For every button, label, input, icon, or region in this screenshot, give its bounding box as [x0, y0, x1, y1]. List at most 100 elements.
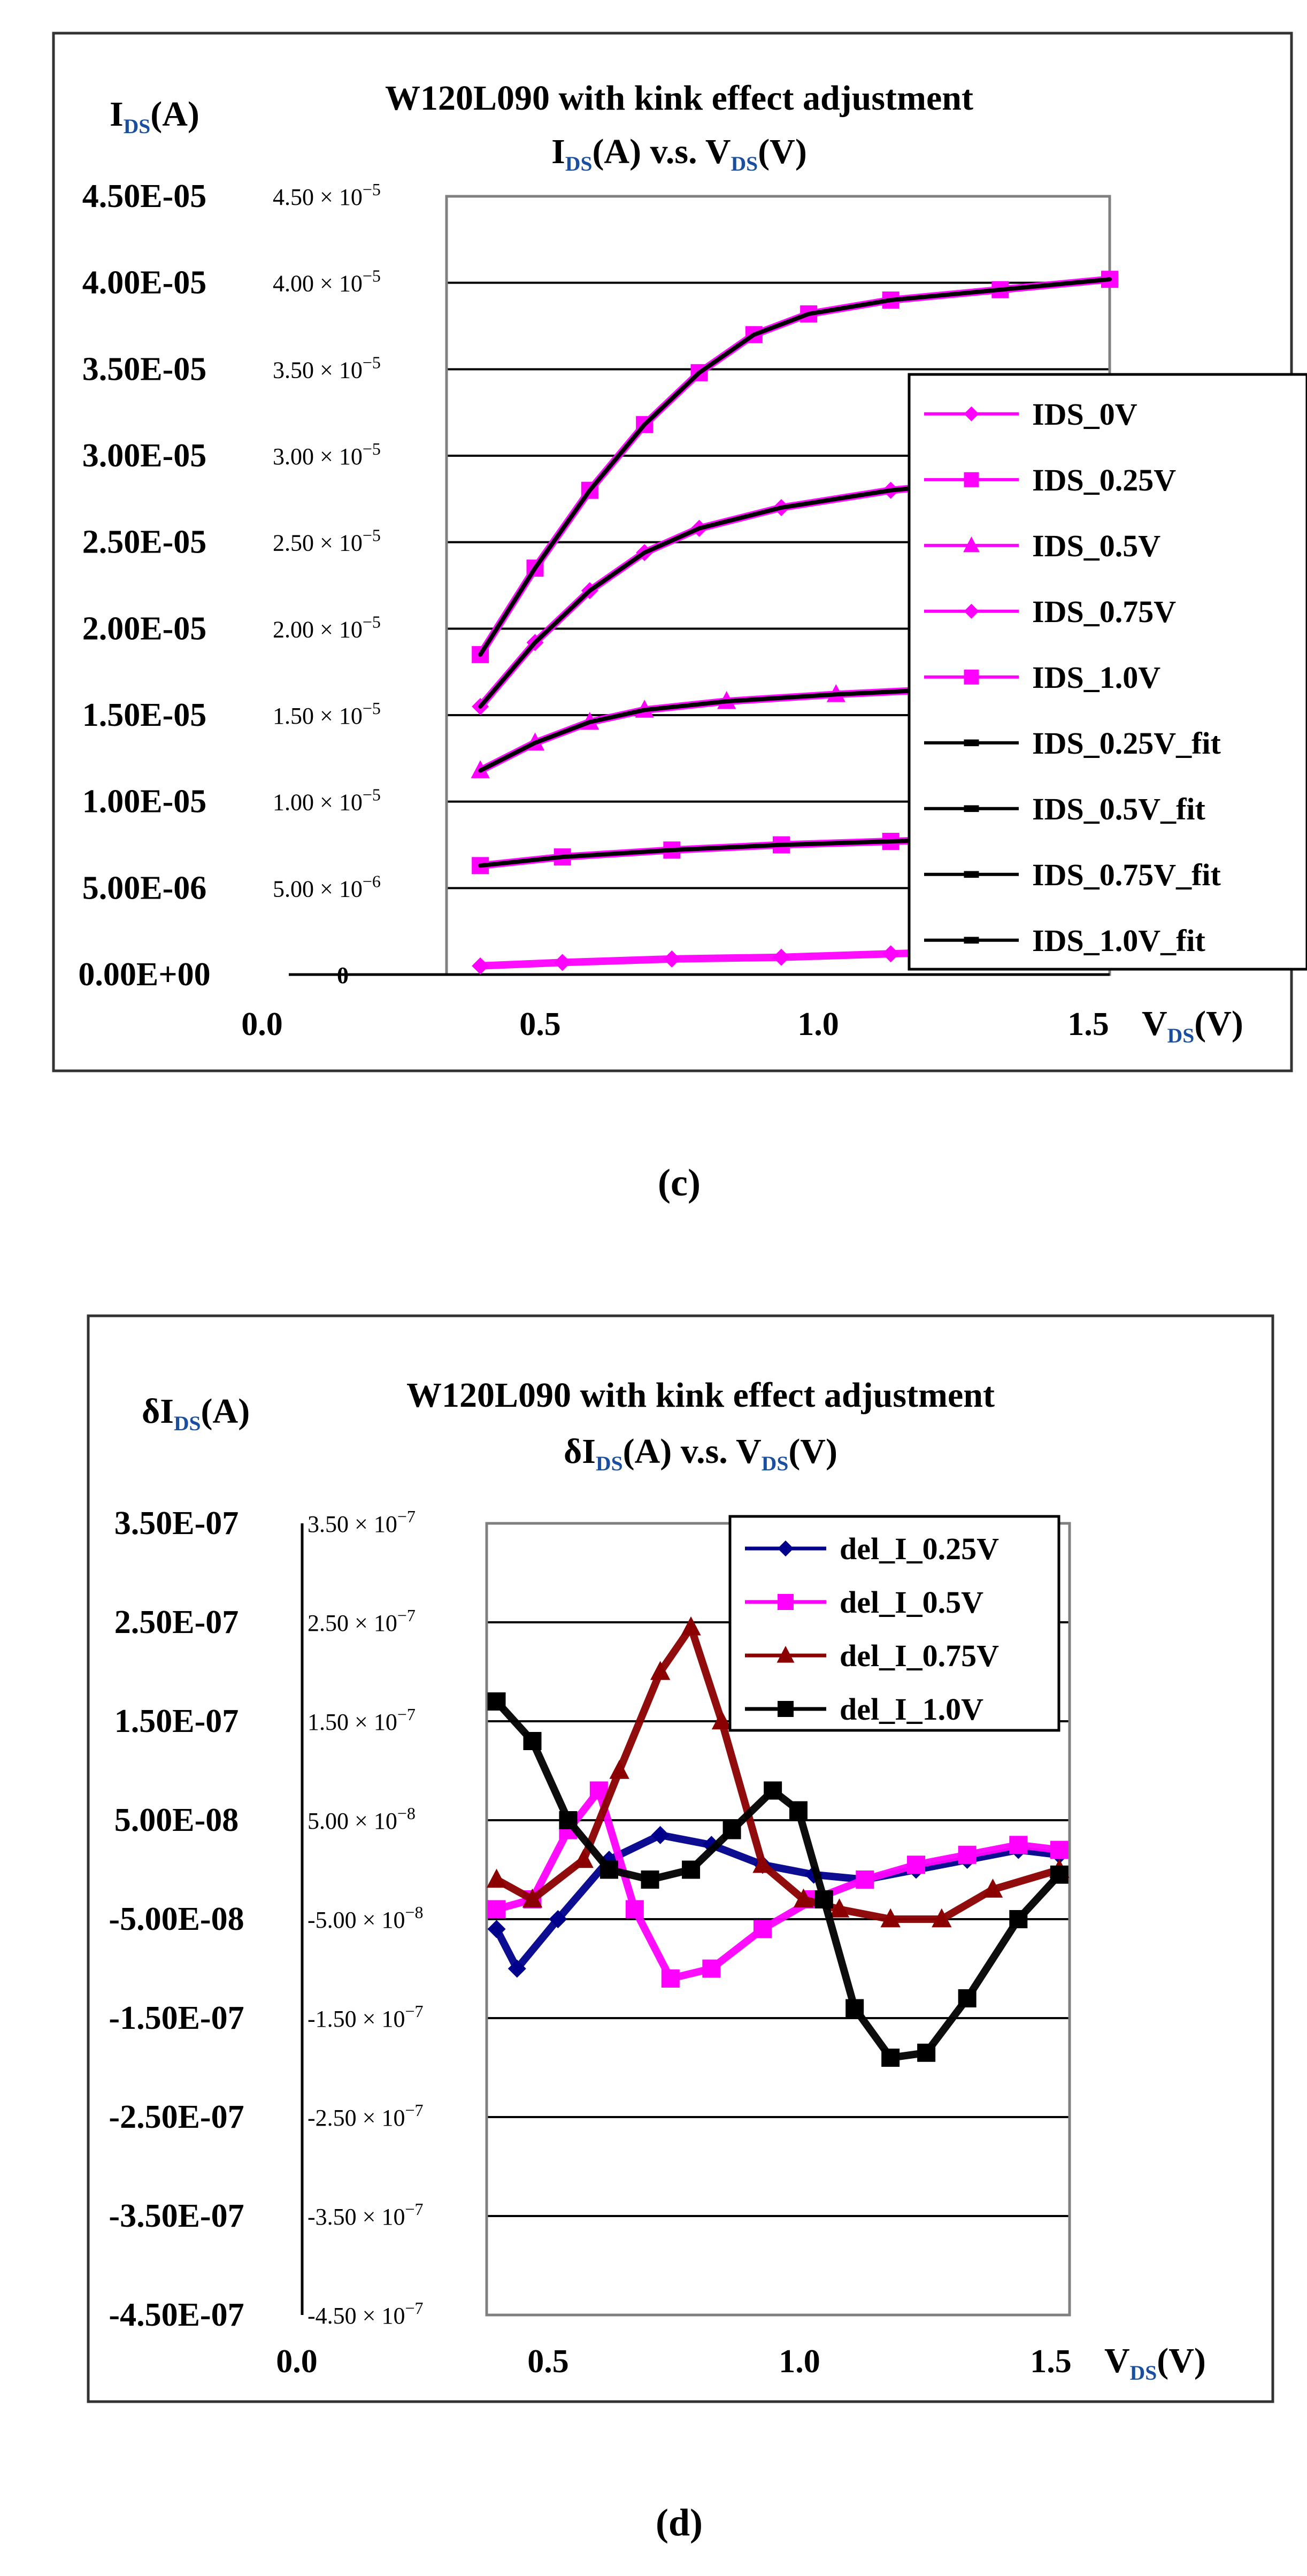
data-point — [754, 1920, 772, 1938]
data-point — [814, 1890, 833, 1908]
data-point — [663, 950, 681, 968]
y-tick-label: 2.50E-05 — [82, 524, 207, 561]
y-tick-label: 5.00E-08 — [114, 1802, 239, 1838]
data-point — [880, 1908, 901, 1928]
data-point — [702, 1959, 721, 1978]
inner-y-tick-label: 2.50 × 10−7 — [307, 1606, 416, 1636]
x-tick-labels: 0.0 0.5 1.0 1.5 — [241, 1006, 1109, 1042]
x-axis-label: VDS(V) — [1142, 1004, 1243, 1047]
inner-y-tick-label: 5.00 × 10−6 — [273, 871, 381, 902]
y-tick-label: 3.00E-05 — [82, 438, 207, 474]
data-point — [508, 1959, 526, 1978]
chart-panel-d: 0.0 0.5 1.0 1.5 3.50E-07 2.50E-07 1.50E-07 5.0… — [87, 1314, 1274, 2544]
y-tick-label: -2.50E-07 — [109, 2099, 244, 2135]
x-tick-label: 0.5 — [519, 1006, 561, 1042]
data-point — [793, 1888, 814, 1908]
legend-marker — [964, 603, 979, 619]
legend-marker — [778, 1594, 794, 1610]
inner-y-tick-label: 3.50 × 10−5 — [273, 352, 381, 383]
legend: del_I_0.25V del_I_0.5V del_I_0.75V del_I_1.… — [728, 1515, 1060, 1732]
data-point — [958, 1989, 977, 2007]
data-point — [917, 2043, 936, 2062]
inner-y-tick-label: 5.00 × 10−8 — [307, 1804, 416, 1834]
legend-marker — [963, 536, 980, 553]
data-point — [609, 1760, 629, 1779]
legend-label: IDS_1.0V_fit — [1032, 923, 1206, 958]
data-point — [1009, 1836, 1028, 1854]
legend-marker — [964, 406, 979, 421]
data-point — [681, 1616, 701, 1636]
inner-y-tick-label: -4.50 × 10−7 — [307, 2298, 424, 2329]
y-tick-label: 4.00E-05 — [82, 265, 207, 301]
data-point — [1009, 1910, 1028, 1928]
y-tick-label: 1.50E-07 — [114, 1703, 239, 1739]
inner-y-tick-label: -5.00 × 10−8 — [307, 1903, 424, 1933]
y-tick-label: 1.00E-05 — [82, 784, 207, 820]
data-point — [487, 1692, 506, 1711]
legend-label: IDS_0.75V — [1032, 594, 1176, 629]
legend: IDS_0V IDS_0.25V IDS_0.5V IDS_0.75V IDS_1.0V… — [908, 373, 1307, 971]
legend-marker — [776, 1646, 795, 1663]
inner-y-tick-label: 1.00 × 10−5 — [273, 785, 381, 816]
x-tick-labels: 0.0 0.5 1.0 1.5 — [276, 2343, 1072, 2380]
x-axis-label: VDS(V) — [1104, 2341, 1206, 2385]
x-tick-label: 1.0 — [779, 2343, 820, 2380]
inner-y-tick-label: 4.00 × 10−5 — [273, 266, 381, 297]
series-line — [493, 1698, 1063, 2061]
data-point — [1050, 1841, 1068, 1859]
inner-y-tick-label: -1.50 × 10−7 — [307, 2002, 424, 2032]
data-point — [487, 1920, 506, 1938]
x-tick-label: 0.0 — [241, 1006, 283, 1042]
outer-y-tick-labels: 3.50E-07 2.50E-07 1.50E-07 5.00E-08 -5.00E-0… — [109, 1505, 244, 2333]
legend-marker — [964, 739, 979, 747]
legend-label: del_I_0.75V — [840, 1638, 999, 1673]
outer-y-tick-labels: 4.50E-05 4.00E-05 3.50E-05 3.00E-05 2.50E-05… — [78, 178, 210, 993]
inner-y-tick-label: 1.50 × 10−5 — [273, 699, 381, 729]
y-tick-label: 4.50E-05 — [82, 178, 207, 214]
legend-label: IDS_0.5V_fit — [1032, 792, 1206, 826]
inner-y-tick-label: -2.50 × 10−7 — [307, 2100, 424, 2131]
legend-label: IDS_0.25V_fit — [1032, 726, 1221, 761]
data-point — [522, 1888, 543, 1908]
data-point — [907, 1856, 925, 1874]
panel-caption: (d) — [656, 2501, 703, 2544]
chart-subtitle: IDS(A) v.s. VDS(V) — [551, 132, 807, 175]
data-point — [773, 948, 790, 966]
data-point — [856, 1870, 874, 1889]
legend-label: del_I_0.5V — [840, 1585, 983, 1620]
x-tick-label: 1.5 — [1067, 1006, 1109, 1042]
data-point — [958, 1845, 977, 1864]
data-point — [682, 1860, 701, 1879]
y-tick-label: 3.50E-07 — [114, 1505, 239, 1542]
x-tick-label: 1.5 — [1030, 2343, 1072, 2380]
inner-y-tick-label: 0 — [337, 962, 349, 988]
data-point — [881, 2049, 900, 2067]
data-point — [625, 1900, 644, 1919]
legend-marker — [964, 669, 979, 685]
panel-caption: (c) — [658, 1161, 701, 1204]
legend-marker — [964, 937, 979, 944]
data-point — [752, 1853, 773, 1873]
data-point — [764, 1781, 782, 1800]
data-point — [472, 957, 489, 975]
legend-marker — [964, 871, 979, 878]
legend-marker — [778, 1701, 794, 1717]
x-tick-label: 0.0 — [276, 2343, 318, 2380]
legend-marker — [964, 805, 979, 812]
y-axis-label: δIDS(A) — [142, 1392, 250, 1435]
inner-y-tick-label: 4.50 × 10−5 — [273, 180, 381, 210]
series-group — [486, 1616, 1070, 2067]
inner-y-tick-label: 3.00 × 10−5 — [273, 439, 381, 470]
chart-panel-c: 0.0 0.5 1.0 1.5 4.50E-05 4.00E-05 3.50E-05 3.0… — [52, 32, 1307, 1204]
inner-y-tick-label: -3.50 × 10−7 — [307, 2199, 424, 2230]
y-tick-label: -4.50E-07 — [109, 2297, 244, 2333]
chart-title: W120L090 with kink effect adjustment — [406, 1376, 995, 1415]
chart-frame — [87, 1314, 1274, 2403]
y-tick-label: 2.50E-07 — [114, 1604, 239, 1640]
data-point — [650, 1661, 671, 1680]
data-point — [523, 1732, 542, 1750]
chart-title: W120L090 with kink effect adjustment — [385, 79, 973, 118]
inner-y-tick-labels: 4.50 × 10−5 4.00 × 10−5 3.50 × 10−5 3.00 × … — [273, 180, 381, 988]
x-tick-label: 0.5 — [527, 2343, 569, 2380]
